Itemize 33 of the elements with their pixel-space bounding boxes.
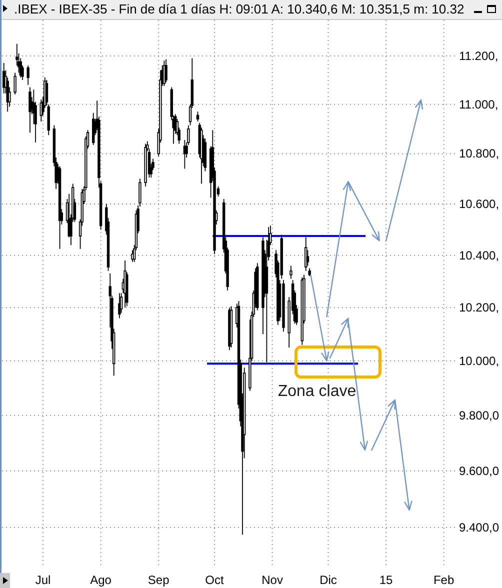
y-tick-label: 10.400, — [459, 248, 500, 262]
annotation: Zona clave — [278, 383, 356, 400]
y-tick-label: 10.200, — [459, 300, 500, 315]
candlestick — [164, 58, 168, 83]
y-tick-label: 11.200, — [459, 48, 498, 63]
x-tick-label: Ago — [90, 573, 112, 587]
candlestick — [230, 306, 233, 348]
candlestick — [28, 86, 32, 134]
candlestick — [282, 280, 285, 332]
candlestick — [118, 292, 121, 319]
x-tick-label: Oct — [205, 573, 225, 587]
y-tick-label: 10.800, — [459, 146, 500, 161]
y-tick-label: 9.800,0 — [459, 408, 500, 422]
y-tick-label: 10.600, — [459, 197, 500, 212]
x-tick-label: Feb — [433, 573, 454, 587]
candlestick — [183, 140, 186, 170]
x-tick-label: Sep — [148, 573, 170, 587]
x-tick-label: 15 — [379, 573, 394, 587]
y-tick-label: 11.000, — [459, 97, 498, 112]
x-tick-label: Nov — [262, 573, 283, 587]
candlestick — [290, 265, 292, 280]
y-tick-label: 9.600,0 — [459, 464, 500, 478]
candlestick — [14, 72, 16, 96]
y-tick-label: 9.400,0 — [459, 520, 500, 535]
x-tick-label: Dic — [320, 573, 337, 587]
candlestick — [196, 111, 200, 122]
chart-title: .IBEX - IBEX-35 - Fin de día 1 días H: 09:01 A: 10.340,6 M: 10.351,5 m: 10.32 — [14, 2, 464, 16]
candlestick — [204, 138, 207, 172]
y-tick-label: 10.000, — [459, 354, 500, 368]
candlestick — [262, 236, 264, 335]
candlestick — [26, 65, 30, 86]
candlestick — [144, 143, 147, 187]
x-tick-label: Jul — [35, 573, 51, 587]
